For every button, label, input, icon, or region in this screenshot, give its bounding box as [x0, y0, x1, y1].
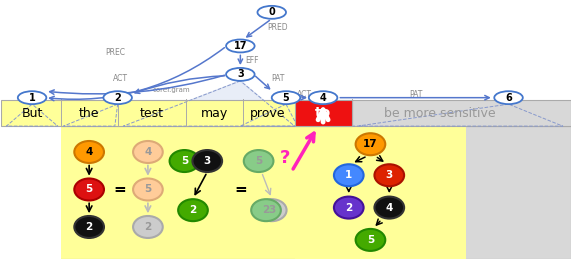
Circle shape — [104, 91, 132, 104]
Text: ACT: ACT — [113, 74, 128, 83]
Text: 4: 4 — [386, 203, 393, 213]
Ellipse shape — [356, 133, 386, 155]
Text: 1: 1 — [345, 170, 352, 180]
Polygon shape — [295, 104, 355, 126]
Text: 17: 17 — [363, 139, 378, 149]
FancyArrowPatch shape — [135, 76, 224, 93]
Ellipse shape — [375, 197, 404, 219]
Text: 2: 2 — [189, 205, 197, 215]
Circle shape — [272, 91, 300, 104]
Text: But: But — [21, 107, 43, 120]
Text: 3: 3 — [386, 170, 393, 180]
Ellipse shape — [192, 150, 222, 172]
Text: 6: 6 — [505, 93, 512, 103]
FancyArrowPatch shape — [50, 75, 225, 94]
Text: 4: 4 — [144, 147, 152, 157]
Text: 2: 2 — [114, 93, 121, 103]
Ellipse shape — [169, 150, 199, 172]
FancyArrowPatch shape — [340, 95, 489, 100]
Ellipse shape — [334, 197, 364, 219]
Ellipse shape — [257, 199, 287, 221]
Text: 5: 5 — [144, 185, 152, 194]
FancyBboxPatch shape — [1, 126, 61, 259]
Ellipse shape — [356, 229, 386, 251]
Text: 5: 5 — [86, 185, 93, 194]
FancyBboxPatch shape — [295, 126, 466, 259]
FancyBboxPatch shape — [1, 126, 352, 259]
FancyArrowPatch shape — [293, 133, 314, 169]
Text: 2: 2 — [86, 222, 93, 232]
Text: 3: 3 — [237, 69, 244, 79]
Ellipse shape — [74, 178, 104, 200]
Text: EFF: EFF — [245, 56, 259, 65]
FancyArrowPatch shape — [256, 76, 269, 89]
Text: 0: 0 — [268, 7, 275, 17]
FancyBboxPatch shape — [295, 100, 352, 126]
Text: be more sensitive: be more sensitive — [384, 107, 496, 120]
Circle shape — [309, 91, 337, 104]
Polygon shape — [6, 104, 58, 126]
FancyBboxPatch shape — [352, 126, 571, 259]
Ellipse shape — [375, 164, 404, 186]
Text: 17: 17 — [233, 41, 247, 51]
FancyArrowPatch shape — [301, 95, 305, 100]
FancyArrowPatch shape — [238, 55, 243, 63]
Polygon shape — [358, 104, 563, 126]
Text: 5: 5 — [255, 156, 262, 166]
FancyBboxPatch shape — [1, 100, 352, 126]
Circle shape — [226, 68, 255, 81]
Text: PAT: PAT — [409, 90, 422, 99]
Ellipse shape — [244, 150, 273, 172]
Ellipse shape — [178, 199, 208, 221]
Polygon shape — [124, 81, 295, 126]
Ellipse shape — [74, 216, 104, 238]
Text: 3: 3 — [204, 156, 211, 166]
Text: prove: prove — [249, 107, 285, 120]
Circle shape — [18, 91, 46, 104]
Text: coref.gram: coref.gram — [153, 87, 190, 93]
Text: =: = — [234, 182, 247, 197]
Text: 2: 2 — [144, 222, 152, 232]
Ellipse shape — [133, 216, 163, 238]
Text: =: = — [113, 182, 126, 197]
Ellipse shape — [334, 164, 364, 186]
Text: 1: 1 — [29, 93, 35, 103]
FancyArrowPatch shape — [50, 48, 224, 101]
Text: 5: 5 — [367, 235, 374, 245]
Circle shape — [494, 91, 523, 104]
Ellipse shape — [74, 141, 104, 163]
Ellipse shape — [133, 141, 163, 163]
Text: PRED: PRED — [268, 23, 288, 32]
Text: PREC: PREC — [105, 48, 125, 57]
FancyArrowPatch shape — [247, 21, 269, 37]
Circle shape — [257, 6, 286, 19]
Text: to: to — [315, 106, 331, 120]
Text: 2: 2 — [345, 203, 352, 213]
Ellipse shape — [133, 178, 163, 200]
Text: 4: 4 — [320, 93, 327, 103]
Text: 3: 3 — [268, 205, 275, 215]
Text: 2: 2 — [263, 205, 269, 215]
Ellipse shape — [251, 199, 281, 221]
FancyBboxPatch shape — [352, 100, 571, 126]
Polygon shape — [63, 104, 118, 126]
Text: 5: 5 — [283, 93, 289, 103]
Text: 5: 5 — [181, 156, 188, 166]
Circle shape — [226, 40, 255, 53]
Polygon shape — [240, 104, 297, 126]
Text: PAT: PAT — [272, 74, 285, 83]
Text: ?: ? — [280, 150, 290, 167]
Text: may: may — [201, 107, 228, 120]
Text: 4: 4 — [85, 147, 93, 157]
Text: ACT: ACT — [297, 90, 312, 99]
Text: test: test — [140, 107, 164, 120]
Text: the: the — [79, 107, 100, 120]
